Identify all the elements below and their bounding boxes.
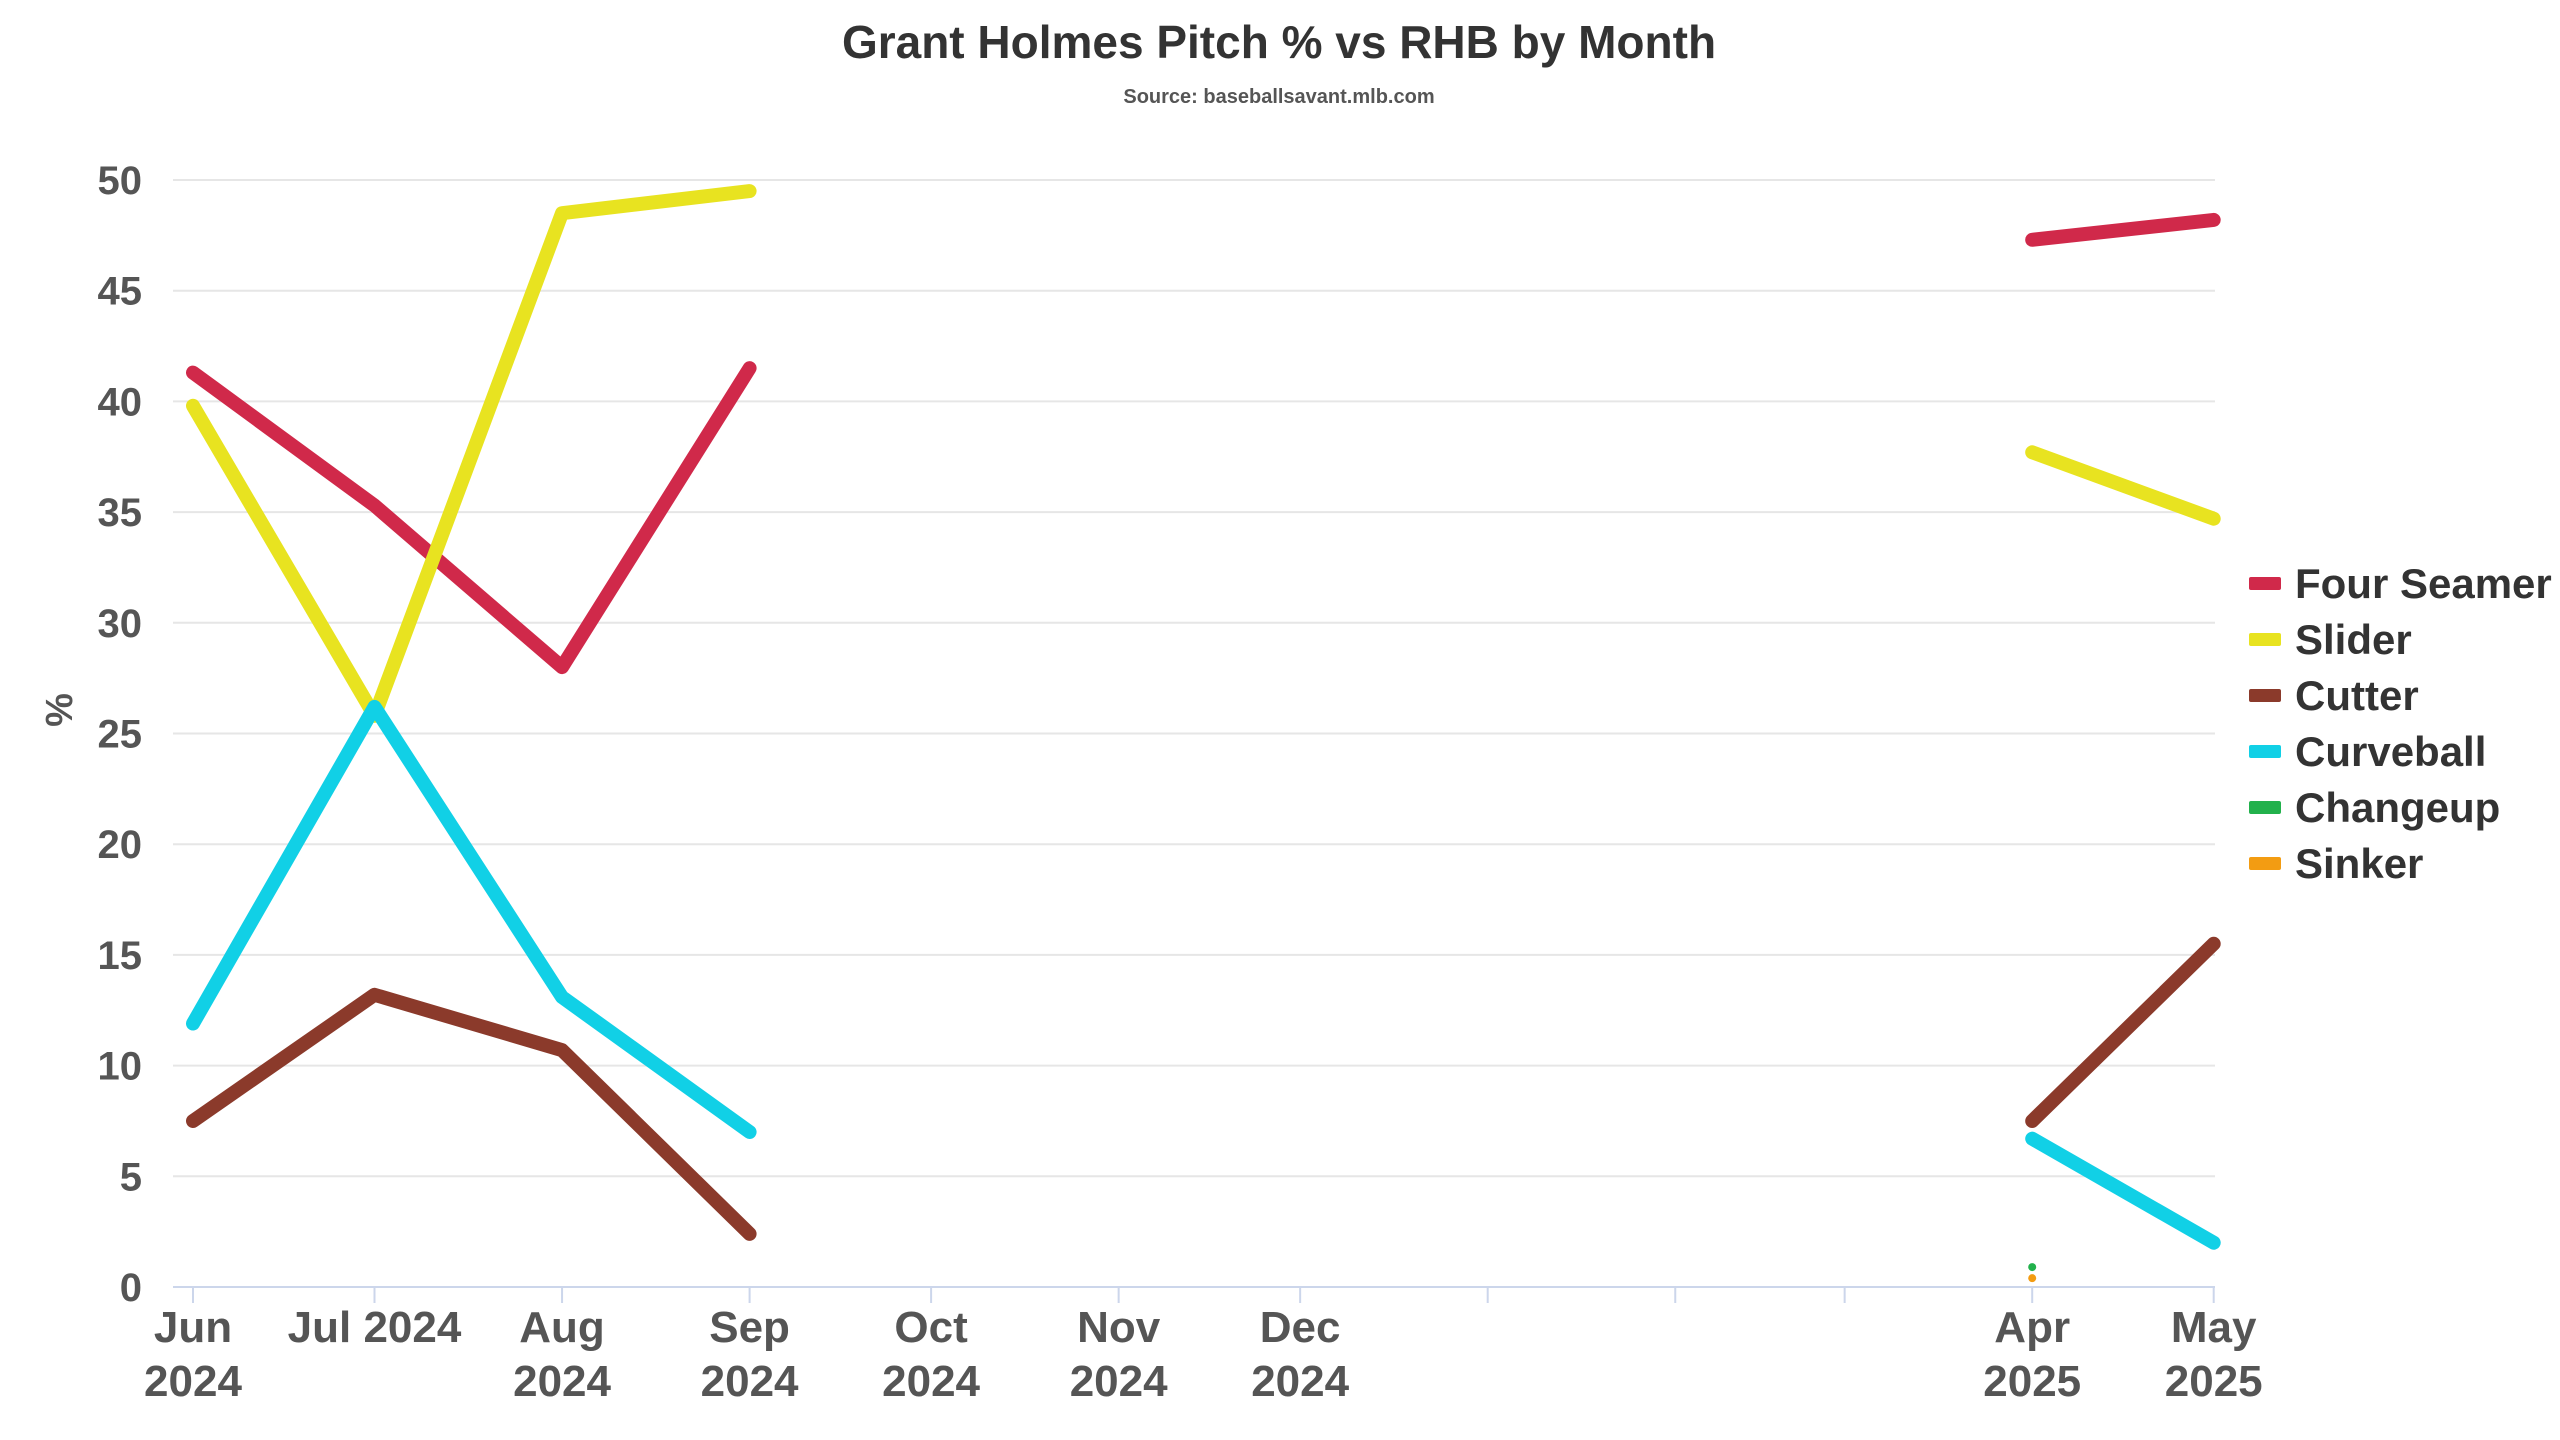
data-point-changeup — [2028, 1263, 2037, 1272]
series-line-four-seamer — [2025, 212, 2221, 247]
y-tick-label: 30 — [98, 602, 143, 646]
x-tick-label: Jul 2024 — [288, 1303, 462, 1352]
legend-label: Sinker — [2295, 840, 2423, 887]
series-line-slider — [2025, 445, 2221, 526]
x-tick-label: 2024 — [1070, 1357, 1168, 1406]
y-tick-label: 40 — [98, 380, 143, 424]
legend-item-four-seamer[interactable]: Four Seamer — [2249, 560, 2552, 607]
series-changeup — [2028, 1263, 2037, 1272]
x-tick-label: Jun — [154, 1303, 232, 1352]
y-tick-label: 20 — [98, 823, 143, 867]
series-curveball — [186, 699, 2221, 1250]
legend-label: Slider — [2295, 616, 2412, 663]
x-tick-label: 2024 — [1251, 1357, 1349, 1406]
legend-label: Four Seamer — [2295, 560, 2552, 607]
series-slider — [186, 184, 2221, 723]
series-line-cutter — [186, 987, 757, 1241]
chart-subtitle: Source: baseballsavant.mlb.com — [1123, 86, 1434, 108]
x-tick-label: Aug — [519, 1303, 605, 1352]
y-tick-label: 25 — [98, 713, 143, 757]
legend-item-cutter[interactable]: Cutter — [2249, 672, 2419, 719]
y-tick-label: 10 — [98, 1045, 143, 1089]
legend-label: Curveball — [2295, 728, 2486, 775]
series-sinker — [2028, 1274, 2037, 1283]
series-line-curveball — [2025, 1131, 2221, 1250]
legend-swatch — [2249, 577, 2281, 590]
series-line-slider — [186, 184, 757, 723]
x-tick-label: Apr — [1994, 1303, 2070, 1352]
legend-label: Cutter — [2295, 672, 2419, 719]
legend-swatch — [2249, 801, 2281, 814]
legend-swatch — [2249, 633, 2281, 646]
x-tick-label: 2025 — [1983, 1357, 2081, 1406]
legend-swatch — [2249, 689, 2281, 702]
data-point-sinker — [2028, 1274, 2037, 1283]
x-tick-label: 2024 — [513, 1357, 611, 1406]
x-tick-label: 2024 — [882, 1357, 980, 1406]
y-tick-label: 50 — [98, 159, 143, 203]
legend-item-slider[interactable]: Slider — [2249, 616, 2412, 663]
legend-item-changeup[interactable]: Changeup — [2249, 784, 2500, 831]
legend: Four Seamer Slider Cutter Curveball Changeup… — [2249, 560, 2552, 887]
y-axis-label: % — [39, 693, 81, 727]
chart-title: Grant Holmes Pitch % vs RHB by Month — [842, 16, 1716, 68]
y-tick-label: 0 — [120, 1266, 142, 1310]
series-line-four-seamer — [186, 361, 757, 675]
legend-item-sinker[interactable]: Sinker — [2249, 840, 2423, 887]
y-tick-label: 5 — [120, 1155, 142, 1199]
x-tick-label: 2024 — [701, 1357, 799, 1406]
series-four-seamer — [186, 212, 2221, 675]
x-axis: Jun 2024 Jul 2024 Aug 2024 Sep 2024 Oct 2024 Nov 2… — [144, 1286, 2263, 1406]
legend-swatch — [2249, 745, 2281, 758]
y-tick-label: 45 — [98, 270, 143, 314]
y-tick-label: 15 — [98, 934, 143, 978]
x-tick-label: 2024 — [144, 1357, 242, 1406]
y-tick-label: 35 — [98, 491, 143, 535]
x-tick-label: May — [2171, 1303, 2257, 1352]
legend-swatch — [2249, 857, 2281, 870]
series-line-cutter — [2025, 936, 2221, 1128]
plot-area — [186, 184, 2221, 1283]
legend-label: Changeup — [2295, 784, 2500, 831]
series-line-curveball — [186, 699, 757, 1139]
y-axis: 0 5 10 15 20 25 30 35 40 45 50 — [98, 159, 143, 1310]
x-tick-label: 2025 — [2165, 1357, 2263, 1406]
series-cutter — [186, 936, 2221, 1241]
x-tick-label: Oct — [894, 1303, 968, 1352]
legend-item-curveball[interactable]: Curveball — [2249, 728, 2486, 775]
x-tick-label: Nov — [1077, 1303, 1161, 1352]
x-tick-label: Sep — [709, 1303, 790, 1352]
x-tick-label: Dec — [1260, 1303, 1341, 1352]
